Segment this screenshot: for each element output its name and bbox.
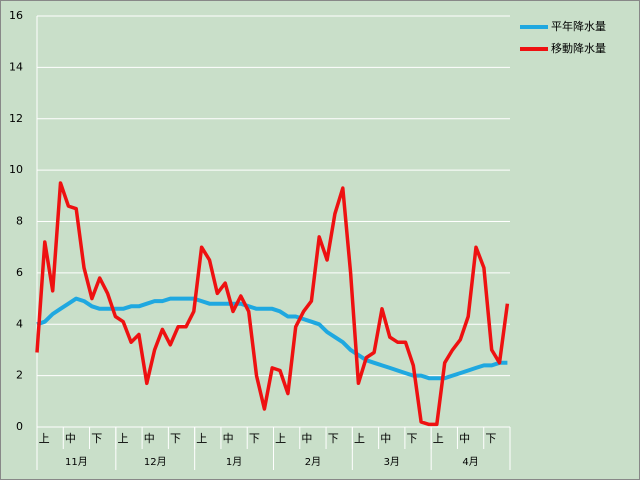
y-tick-label: 12 <box>9 112 23 125</box>
x-tick-label: 下 <box>328 432 339 445</box>
x-tick-label: 中 <box>459 432 470 445</box>
y-tick-label: 16 <box>9 9 23 22</box>
x-tick-label: 下 <box>91 432 102 445</box>
x-tick-label: 中 <box>380 432 391 445</box>
month-label: 3月 <box>384 456 400 468</box>
series-line <box>36 296 508 381</box>
y-tick-label: 0 <box>16 420 23 433</box>
legend-label: 平年降水量 <box>551 19 606 33</box>
month-label: 1月 <box>226 456 242 468</box>
x-tick-label: 下 <box>249 432 260 445</box>
legend-label: 移動降水量 <box>551 41 606 55</box>
x-tick-label: 上 <box>196 432 207 445</box>
x-tick-label: 上 <box>275 432 286 445</box>
x-tick-label: 上 <box>39 432 50 445</box>
month-label: 11月 <box>65 456 88 468</box>
x-tick-label: 中 <box>65 432 76 445</box>
y-tick-label: 14 <box>9 60 23 73</box>
y-tick-label: 8 <box>16 215 23 228</box>
y-tick-label: 2 <box>16 369 23 382</box>
y-tick-label: 4 <box>16 317 23 330</box>
x-tick-label: 上 <box>433 432 444 445</box>
month-label: 12月 <box>144 456 167 468</box>
month-label: 2月 <box>305 456 321 468</box>
x-tick-label: 下 <box>485 432 496 445</box>
x-tick-label: 中 <box>223 432 234 445</box>
series-line <box>35 181 510 427</box>
x-tick-label: 下 <box>170 432 181 445</box>
month-label: 4月 <box>462 456 478 468</box>
x-tick-label: 中 <box>301 432 312 445</box>
x-tick-label: 下 <box>407 432 418 445</box>
x-tick-label: 中 <box>144 432 155 445</box>
x-tick-label: 上 <box>117 432 128 445</box>
y-tick-label: 6 <box>16 266 23 279</box>
x-tick-label: 上 <box>354 432 365 445</box>
y-tick-label: 10 <box>9 163 23 176</box>
